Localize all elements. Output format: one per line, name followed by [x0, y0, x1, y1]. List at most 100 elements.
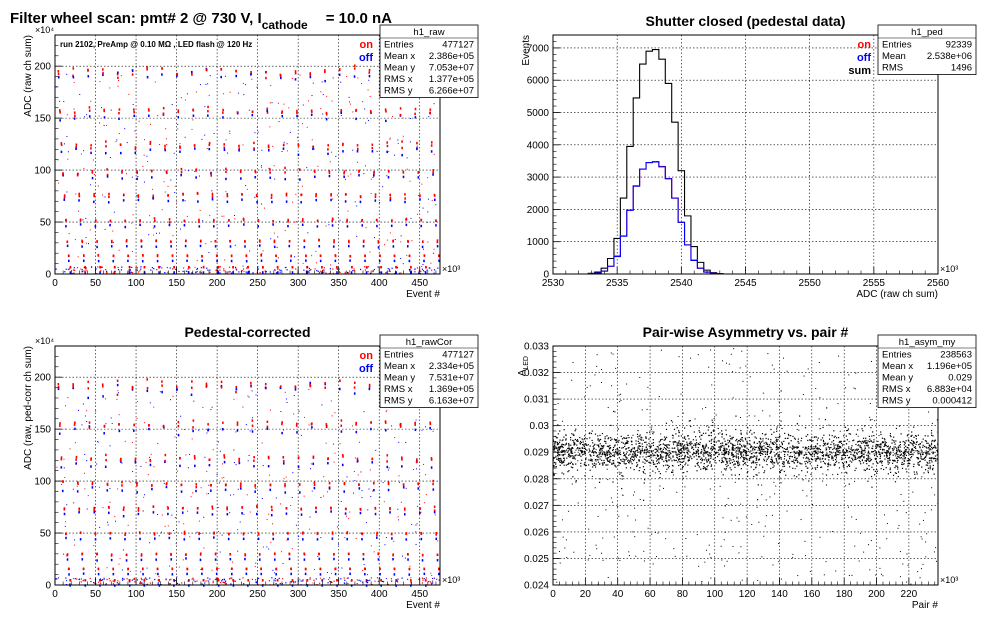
point-off — [251, 113, 254, 117]
point-core — [866, 454, 868, 456]
point-off — [215, 572, 218, 576]
point-core — [854, 456, 857, 458]
point-baseline — [146, 583, 148, 585]
point-transition — [231, 561, 233, 563]
point-on — [401, 140, 403, 143]
point-on — [343, 170, 346, 173]
point-core — [766, 447, 768, 450]
point-core — [903, 447, 906, 449]
point-on — [81, 240, 84, 244]
point-core — [846, 454, 848, 457]
point-core — [723, 461, 725, 463]
point-core — [929, 466, 931, 469]
point-core — [755, 474, 757, 476]
point-transition — [357, 77, 359, 79]
point-on — [265, 76, 267, 80]
point-baseline — [238, 271, 240, 273]
point-core — [584, 463, 586, 466]
point-core — [857, 440, 860, 443]
point-transition — [211, 406, 213, 408]
point-transition — [81, 578, 83, 580]
point-off — [359, 511, 362, 515]
point-baseline — [340, 578, 342, 580]
point-on — [359, 195, 362, 199]
point-transition — [255, 562, 257, 564]
point-transition — [153, 406, 155, 408]
point-off — [273, 245, 276, 249]
point-on — [205, 382, 208, 385]
point-off — [270, 513, 273, 517]
point-on — [103, 109, 106, 113]
y-tick-label: 0 — [45, 270, 51, 281]
point-core — [816, 458, 819, 460]
point-core — [649, 462, 651, 464]
point-off — [247, 584, 249, 587]
point-transition — [348, 517, 350, 519]
point-transition — [317, 165, 319, 167]
point-on — [155, 239, 157, 243]
point-core — [608, 451, 611, 453]
point-off — [401, 465, 403, 468]
point-transition — [378, 91, 380, 93]
point-off — [300, 513, 303, 516]
point-baseline — [308, 267, 311, 270]
point-transition — [114, 520, 116, 522]
point-core — [571, 447, 573, 449]
point-core — [704, 467, 707, 469]
point-core — [621, 438, 624, 440]
point-on — [223, 456, 226, 459]
point-core — [589, 445, 591, 447]
point-baseline — [223, 578, 225, 580]
point-core — [786, 447, 789, 449]
point-off — [343, 175, 345, 178]
point-off — [332, 245, 335, 248]
point-core — [697, 453, 700, 455]
point-core — [839, 449, 841, 452]
point-baseline — [333, 580, 335, 582]
point-off — [132, 429, 135, 432]
point-core — [910, 453, 912, 456]
point-core — [591, 450, 594, 452]
point-transition — [339, 219, 341, 221]
point-on — [391, 220, 393, 223]
point-baseline — [123, 578, 125, 580]
point-on — [405, 532, 408, 536]
point-transition — [256, 86, 258, 88]
point-transition — [400, 258, 402, 260]
point-transition — [289, 131, 291, 133]
point-core — [887, 450, 889, 452]
point-transition — [180, 228, 182, 230]
point-core — [828, 459, 830, 461]
point-core — [852, 454, 854, 456]
point-off — [385, 119, 387, 123]
point-transition — [151, 188, 153, 190]
point-on — [345, 507, 347, 511]
point-core — [781, 447, 784, 449]
point-on — [93, 506, 95, 510]
point-core — [728, 445, 730, 447]
point-on — [377, 552, 380, 556]
point-baseline — [356, 582, 358, 585]
point-transition — [221, 215, 223, 217]
point-core — [879, 455, 882, 458]
point-baseline — [219, 266, 221, 268]
point-off — [285, 200, 288, 203]
point-on — [106, 482, 109, 486]
point-core — [735, 415, 737, 417]
point-transition — [352, 492, 354, 494]
point-baseline — [109, 580, 111, 582]
point-core — [697, 447, 699, 449]
point-transition — [169, 399, 171, 401]
point-core — [645, 456, 647, 458]
point-core — [626, 437, 628, 439]
point-transition — [349, 103, 351, 105]
point-baseline — [396, 266, 398, 268]
point-on — [415, 460, 418, 464]
point-core — [871, 447, 874, 450]
stats-box — [877, 24, 977, 75]
point-core — [876, 455, 878, 458]
point-core — [631, 441, 633, 443]
point-transition — [198, 520, 200, 522]
point-on — [425, 266, 427, 269]
point-core — [663, 439, 665, 441]
